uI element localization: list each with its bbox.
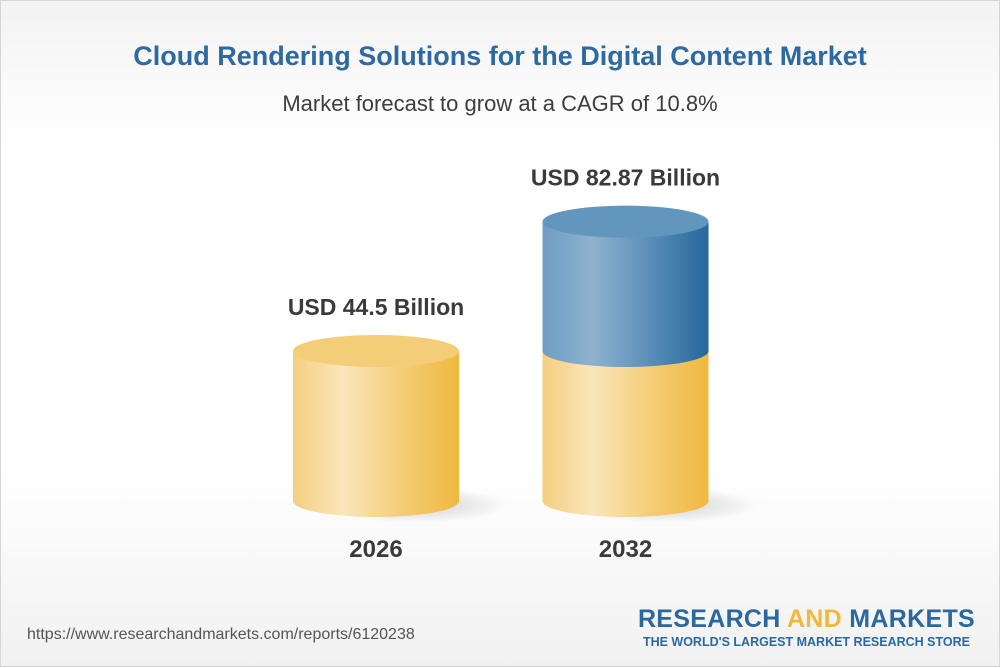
research-and-markets-logo: RESEARCH AND MARKETS THE WORLD'S LARGEST… xyxy=(637,605,975,649)
bar-2026-top xyxy=(293,335,459,367)
bar-2032-base-body xyxy=(542,351,709,517)
data-label: USD 82.87 Billion xyxy=(531,165,720,191)
chart-title: Cloud Rendering Solutions for the Digita… xyxy=(133,41,867,71)
category-label: 2032 xyxy=(599,536,652,563)
bar-2032-growth-top xyxy=(542,205,709,238)
source-url[interactable]: https://www.researchandmarkets.com/repor… xyxy=(27,626,415,643)
bar-2032-growth-body xyxy=(542,221,709,367)
bar-2026-body xyxy=(293,351,459,517)
data-label: USD 44.5 Billion xyxy=(288,294,464,320)
category-label: 2026 xyxy=(349,536,402,563)
chart-subtitle: Market forecast to grow at a CAGR of 10.… xyxy=(282,91,718,116)
